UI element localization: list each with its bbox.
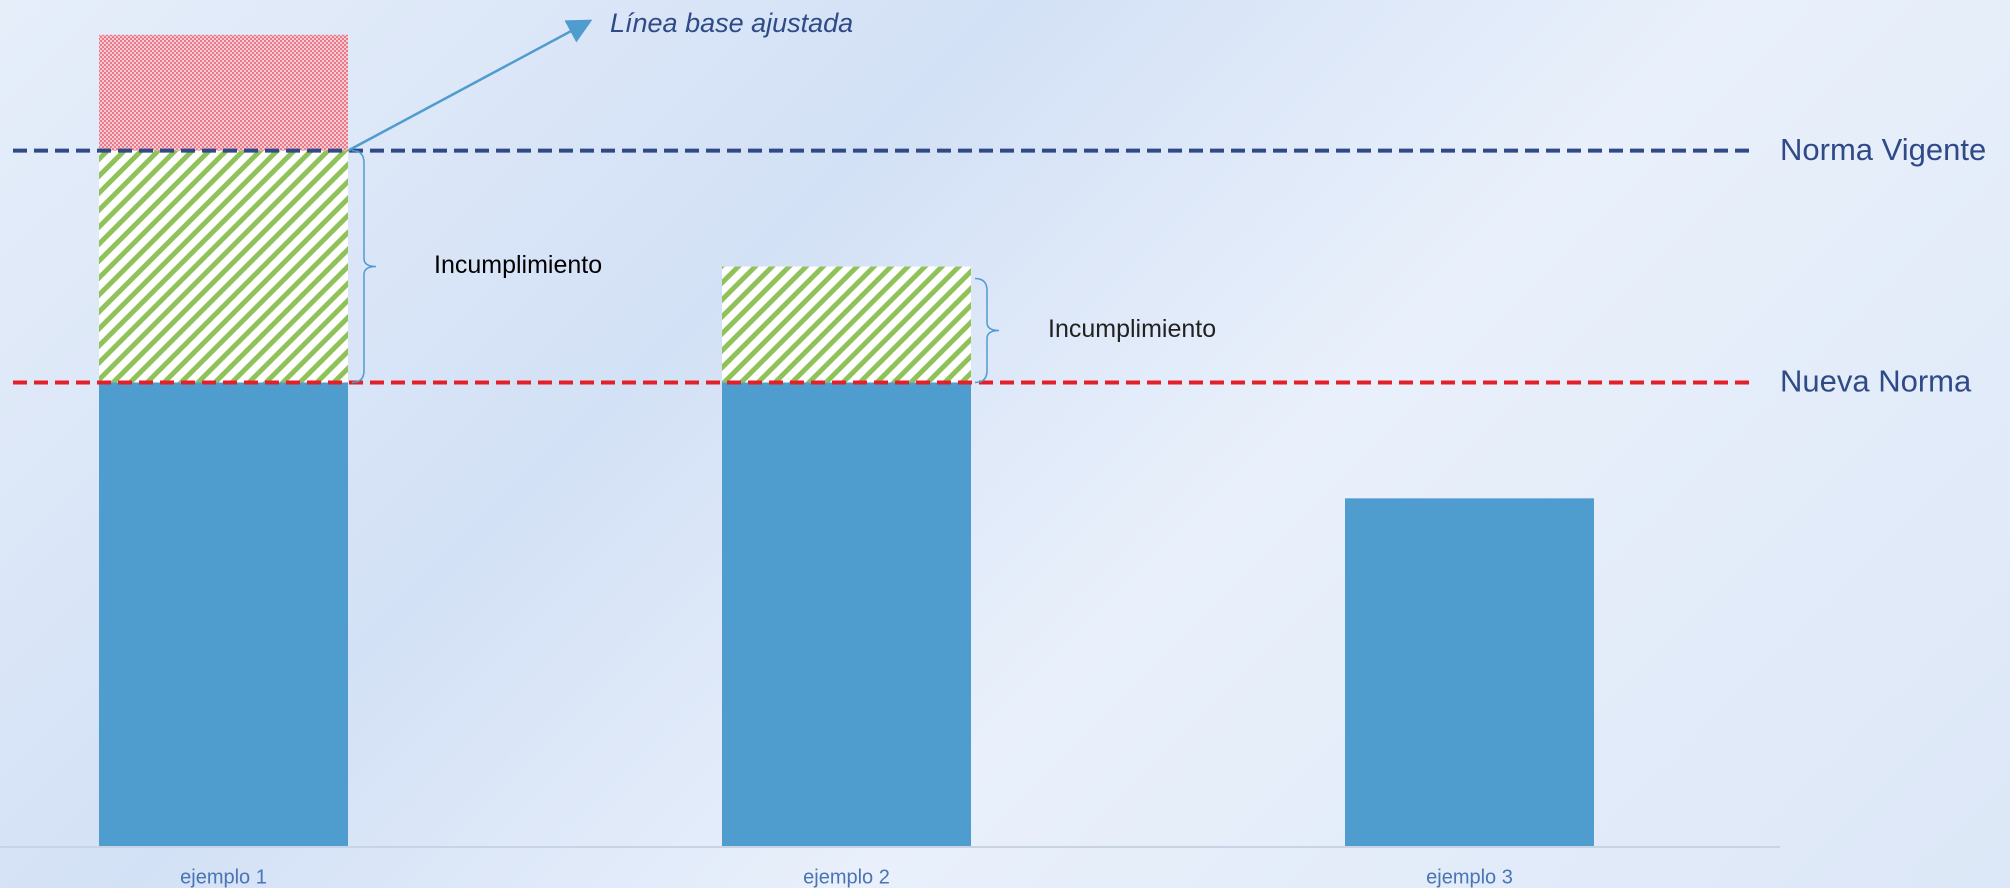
- bar-segment: [1345, 498, 1594, 846]
- annotation: Incumplimiento: [434, 251, 602, 279]
- reference-label: Norma Vigente: [1780, 132, 1986, 167]
- bar-segment: [722, 382, 971, 846]
- brace: [974, 277, 1000, 384]
- brace: [351, 149, 377, 384]
- x-tick-label: ejemplo 1: [180, 866, 267, 888]
- annotation: Línea base ajustada: [610, 8, 853, 38]
- bar-segment: [99, 34, 348, 151]
- bar-segment: [99, 382, 348, 846]
- x-tick-label: ejemplo 2: [803, 866, 890, 888]
- annotation-arrow: [347, 19, 593, 152]
- x-tick-label: ejemplo 3: [1426, 866, 1513, 888]
- bar-segment: [99, 150, 348, 383]
- bar-segment: [722, 266, 971, 383]
- annotation: Incumplimiento: [1048, 315, 1216, 343]
- reference-label: Nueva Norma: [1780, 364, 1972, 399]
